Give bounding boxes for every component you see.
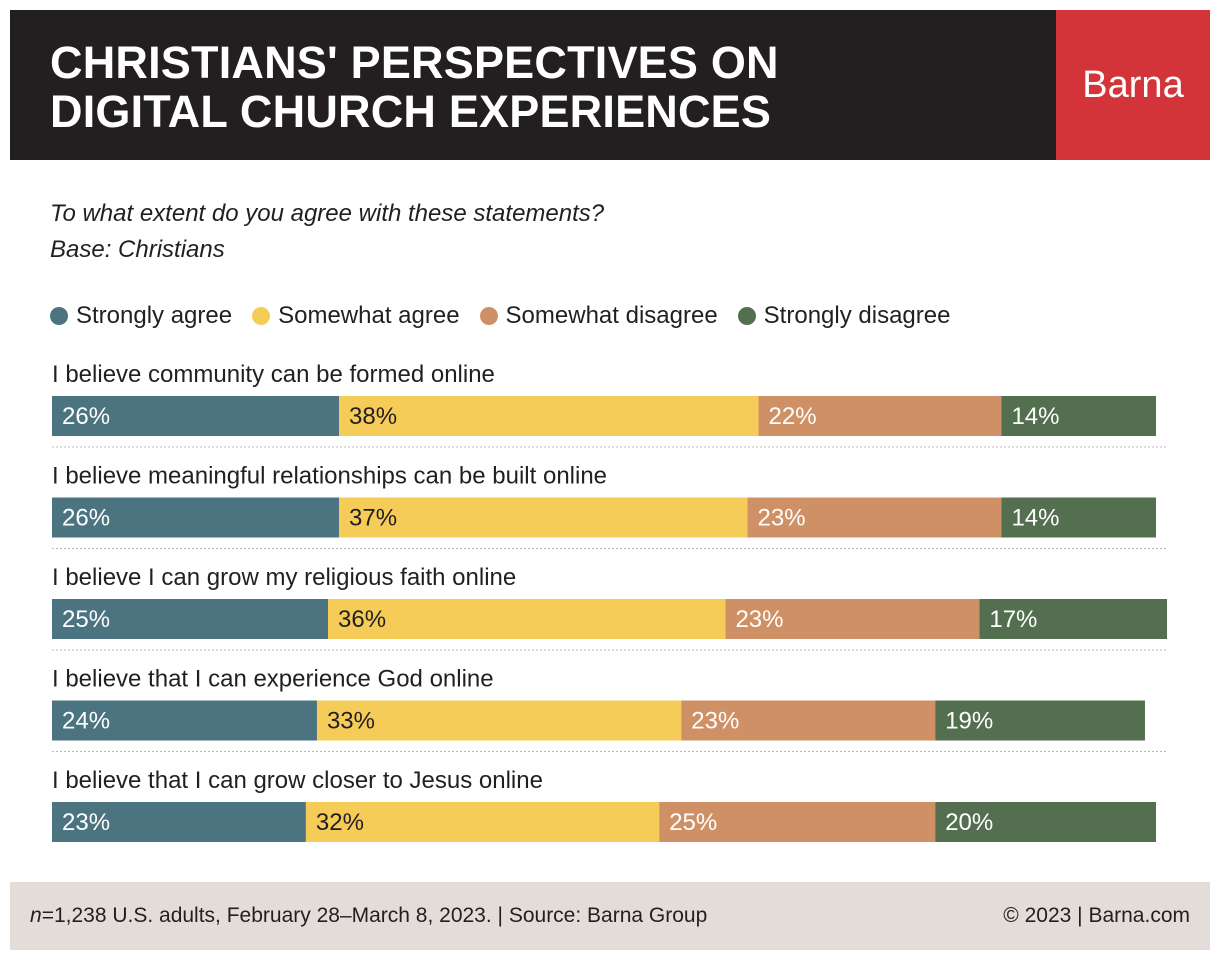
bar-segment-strongly-agree: [52, 599, 328, 639]
bar-segment-strongly-agree: [52, 802, 306, 842]
category-label: I believe meaningful relationships can b…: [52, 463, 607, 490]
footer: n=1,238 U.S. adults, February 28–March 8…: [10, 882, 1210, 950]
legend-label-somewhat-agree: Somewhat agree: [278, 302, 460, 329]
sample-size-symbol: n: [30, 904, 42, 927]
data-label-strongly-agree: 26%: [62, 505, 110, 532]
bar-segment-strongly-disagree: [935, 700, 1145, 741]
legend-label-strongly-disagree: Strongly disagree: [763, 302, 951, 329]
legend-label-somewhat-disagree: Somewhat disagree: [505, 302, 718, 329]
data-label-strongly-disagree: 17%: [989, 606, 1037, 633]
data-label-somewhat-agree: 37%: [349, 505, 397, 532]
base-text: Base: Christians: [50, 236, 225, 263]
bar-segment-somewhat-disagree: [681, 700, 936, 741]
bar-segment-somewhat-agree: [339, 396, 759, 436]
data-label-somewhat-agree: 36%: [338, 606, 386, 633]
bar-segment-somewhat-agree: [305, 802, 660, 842]
legend-swatch-somewhat-disagree: [479, 307, 498, 325]
legend-item-strongly-agree: Strongly agree: [50, 302, 232, 330]
footer-copyright: © 2023 | Barna.com: [1003, 904, 1190, 927]
chart-title: CHRISTIANS' PERSPECTIVES ON DIGITAL CHUR…: [50, 38, 1010, 136]
category-label: I believe that I can grow closer to Jesu…: [52, 767, 543, 794]
question-block: To what extent do you agree with these s…: [50, 196, 604, 268]
bar-segment-somewhat-disagree: [747, 497, 1002, 538]
bar-segment-strongly-disagree: [979, 599, 1168, 639]
legend-item-somewhat-disagree: Somewhat disagree: [479, 302, 718, 330]
data-label-somewhat-disagree: 23%: [735, 606, 783, 633]
data-label-strongly-disagree: 19%: [945, 708, 993, 735]
data-label-somewhat-agree: 33%: [327, 708, 375, 735]
bar-segment-somewhat-disagree: [725, 599, 980, 639]
sample-source-text: =1,238 U.S. adults, February 28–March 8,…: [41, 904, 708, 927]
legend-swatch-strongly-disagree: [737, 307, 756, 325]
bar-segment-strongly-agree: [52, 396, 340, 436]
header-banner: CHRISTIANS' PERSPECTIVES ON DIGITAL CHUR…: [10, 10, 1210, 160]
chart-row: I believe community can be formed online…: [52, 361, 1168, 448]
bar-segment-strongly-disagree: [935, 802, 1156, 842]
bar-segment-strongly-disagree: [1001, 497, 1156, 538]
category-label: I believe community can be formed online: [52, 361, 495, 388]
legend: Strongly agree Somewhat agree Somewhat d…: [50, 300, 970, 332]
legend-label-strongly-agree: Strongly agree: [76, 302, 233, 329]
data-label-strongly-disagree: 20%: [945, 809, 993, 836]
bar-segment-somewhat-disagree: [659, 802, 936, 842]
chart-row: I believe I can grow my religious faith …: [52, 564, 1168, 651]
data-label-somewhat-disagree: 23%: [758, 505, 806, 532]
chart-title-line-2: DIGITAL CHURCH EXPERIENCES: [50, 86, 772, 137]
data-label-strongly-agree: 25%: [62, 606, 110, 633]
brand-name: Barna: [1082, 63, 1184, 106]
data-label-somewhat-agree: 32%: [316, 809, 364, 836]
data-label-strongly-agree: 23%: [62, 809, 110, 836]
bar-segment-strongly-disagree: [1001, 396, 1156, 436]
bar-segment-somewhat-agree: [328, 599, 726, 639]
legend-swatch-strongly-agree: [50, 307, 68, 325]
data-label-strongly-agree: 26%: [62, 403, 110, 430]
bar-segment-somewhat-disagree: [758, 396, 1002, 436]
stacked-bar-chart: I believe community can be formed online…: [52, 361, 1168, 842]
legend-item-somewhat-agree: Somewhat agree: [252, 302, 460, 330]
bar-segment-somewhat-agree: [316, 700, 682, 741]
question-text: To what extent do you agree with these s…: [50, 200, 605, 227]
footer-source: n=1,238 U.S. adults, February 28–March 8…: [30, 904, 707, 928]
category-label: I believe I can grow my religious faith …: [52, 564, 516, 591]
legend-item-strongly-disagree: Strongly disagree: [737, 302, 951, 330]
category-label: I believe that I can experience God onli…: [52, 666, 494, 693]
bar-segment-somewhat-agree: [339, 497, 748, 538]
data-label-somewhat-agree: 38%: [349, 403, 397, 430]
data-label-somewhat-disagree: 23%: [691, 708, 739, 735]
bar-segment-strongly-agree: [52, 497, 340, 538]
barna-logo: Barna: [1056, 10, 1210, 160]
data-label-somewhat-disagree: 22%: [769, 403, 817, 430]
data-label-strongly-disagree: 14%: [1011, 505, 1059, 532]
chart-row: I believe that I can experience God onli…: [52, 666, 1168, 752]
chart-row: I believe meaningful relationships can b…: [52, 463, 1168, 549]
data-label-strongly-disagree: 14%: [1011, 403, 1059, 430]
chart-row: I believe that I can grow closer to Jesu…: [52, 767, 1156, 842]
data-label-strongly-agree: 24%: [62, 708, 110, 735]
data-label-somewhat-disagree: 25%: [669, 809, 717, 836]
legend-swatch-somewhat-agree: [252, 307, 271, 325]
bar-segment-strongly-agree: [52, 700, 317, 741]
chart-title-line-1: CHRISTIANS' PERSPECTIVES ON: [50, 37, 779, 88]
